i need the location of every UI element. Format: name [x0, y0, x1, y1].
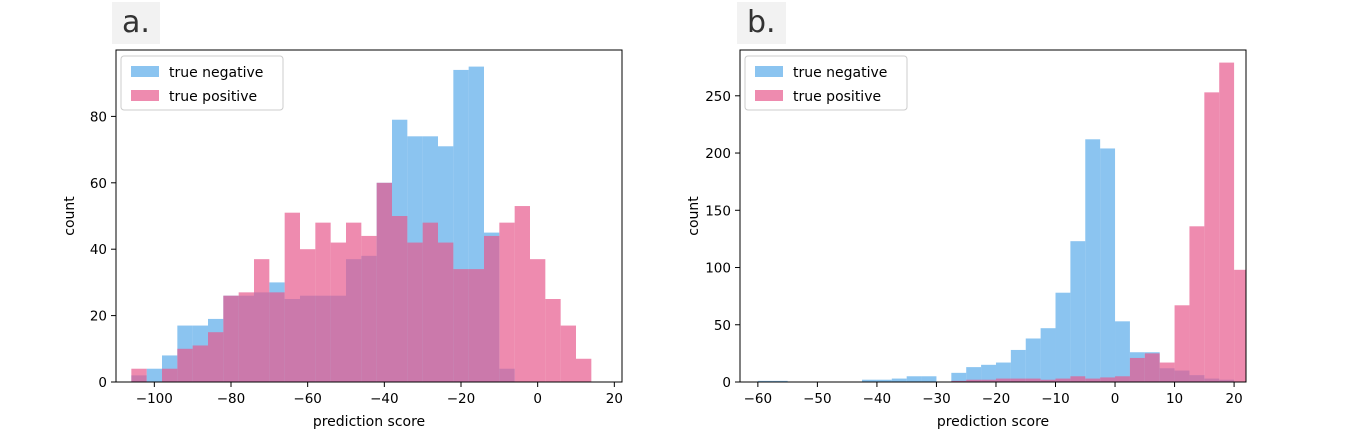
histogram-bar-a-true-positive: [162, 368, 178, 382]
histogram-bar-a-true-positive: [407, 242, 423, 382]
x-tick-label-a: −40: [370, 391, 399, 407]
histogram-bar-a-true-positive: [514, 206, 530, 382]
histogram-bar-a-true-positive: [438, 242, 454, 382]
y-tick-label-a: 20: [90, 309, 107, 325]
histogram-bar-a-true-positive: [376, 182, 392, 382]
panel-label-b: b.: [737, 2, 786, 44]
x-tick-label-a: 20: [606, 391, 623, 407]
histogram-bar-a-true-positive: [223, 295, 239, 382]
histogram-bar-a-true-positive: [284, 212, 300, 382]
x-tick-label-a: −60: [293, 391, 322, 407]
x-axis-title-a: prediction score: [313, 414, 425, 430]
histogram-bar-a-true-positive: [192, 345, 208, 382]
legend-label-a-true-negative: true negative: [169, 65, 263, 81]
legend-swatch-a-true-positive: [131, 90, 159, 101]
y-tick-label-a: 60: [90, 176, 107, 192]
histogram-bar-a-true-positive: [484, 235, 500, 382]
legend-swatch-a-true-negative: [131, 66, 159, 77]
histogram-bar-a-true-positive: [177, 348, 193, 382]
histogram-bar-a-true-positive: [315, 222, 331, 382]
histogram-bar-a-true-negative: [146, 368, 162, 382]
histogram-bar-a-true-positive: [499, 222, 515, 382]
histogram-bar-a-true-positive: [576, 358, 592, 382]
y-tick-label-a: 80: [90, 109, 107, 125]
histogram-bar-a-true-positive: [422, 222, 438, 382]
histogram-bar-a-true-positive: [468, 269, 484, 382]
histogram-bar-a-true-positive: [530, 259, 546, 382]
histogram-bar-a-true-positive: [330, 242, 346, 382]
histogram-bar-a-true-positive: [453, 269, 469, 382]
histogram-bar-a-true-positive: [392, 216, 408, 382]
histogram-bar-a-true-positive: [346, 222, 362, 382]
x-tick-label-a: 0: [533, 391, 542, 407]
histogram-bar-a-true-positive: [131, 368, 147, 382]
panel-label-a: a.: [112, 2, 160, 44]
histogram-bar-a-true-positive: [560, 325, 576, 382]
x-tick-label-a: −20: [447, 391, 476, 407]
histogram-bar-a-true-positive: [545, 299, 561, 382]
legend-box-a: [120, 55, 284, 111]
histogram-bar-a-true-positive: [269, 292, 285, 382]
x-tick-label-a: −80: [217, 391, 246, 407]
y-axis-title-a: count: [62, 196, 78, 236]
histogram-bar-a-true-positive: [254, 259, 270, 382]
histogram-bar-a-true-positive: [238, 292, 254, 382]
y-tick-label-a: 40: [90, 242, 107, 258]
histogram-bar-a-true-positive: [361, 235, 377, 382]
histogram-bar-a-true-positive: [208, 332, 224, 382]
y-tick-label-a: 0: [98, 375, 107, 391]
legend-label-a-true-positive: true positive: [169, 89, 257, 105]
x-tick-label-a: −100: [136, 391, 173, 407]
histogram-bar-a-true-positive: [300, 249, 316, 382]
plot-area-a: [131, 66, 592, 382]
plot-frame-a: [115, 49, 623, 383]
